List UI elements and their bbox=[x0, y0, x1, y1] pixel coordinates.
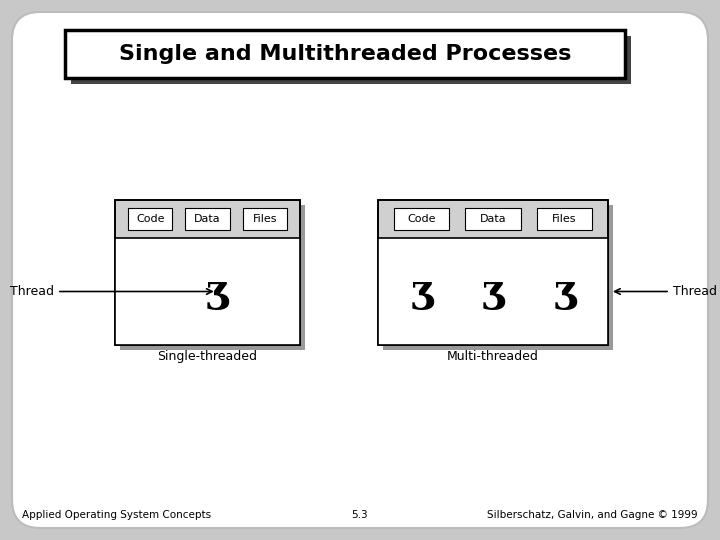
Text: Thread: Thread bbox=[10, 285, 54, 298]
Bar bbox=[465, 207, 521, 231]
Text: Code: Code bbox=[136, 214, 164, 224]
Bar bbox=[394, 207, 449, 231]
Bar bbox=[128, 207, 172, 231]
Text: Applied Operating System Concepts: Applied Operating System Concepts bbox=[22, 510, 211, 520]
Text: Thread: Thread bbox=[673, 285, 717, 298]
Text: ʒ: ʒ bbox=[206, 273, 228, 310]
Bar bbox=[383, 205, 613, 350]
Text: ʒ: ʒ bbox=[553, 273, 575, 310]
Bar bbox=[185, 207, 230, 231]
Text: Silberschatz, Galvin, and Gagne © 1999: Silberschatz, Galvin, and Gagne © 1999 bbox=[487, 510, 698, 520]
Bar bbox=[65, 30, 625, 78]
Text: Data: Data bbox=[194, 214, 221, 224]
Bar bbox=[71, 36, 631, 84]
Text: Single-threaded: Single-threaded bbox=[158, 350, 258, 363]
Text: ʒ: ʒ bbox=[410, 273, 433, 310]
Bar bbox=[378, 200, 608, 345]
FancyBboxPatch shape bbox=[12, 12, 708, 528]
Text: Data: Data bbox=[480, 214, 506, 224]
Text: Files: Files bbox=[253, 214, 277, 224]
Text: Files: Files bbox=[552, 214, 577, 224]
Bar bbox=[378, 238, 608, 345]
Bar bbox=[115, 200, 300, 345]
Bar bbox=[115, 200, 300, 345]
Bar bbox=[378, 200, 608, 345]
Bar bbox=[243, 207, 287, 231]
Text: ʒ: ʒ bbox=[482, 273, 504, 310]
Text: 5.3: 5.3 bbox=[351, 510, 369, 520]
Text: Code: Code bbox=[408, 214, 436, 224]
Bar bbox=[115, 238, 300, 345]
Bar bbox=[536, 207, 592, 231]
Text: Multi-threaded: Multi-threaded bbox=[447, 350, 539, 363]
Text: Single and Multithreaded Processes: Single and Multithreaded Processes bbox=[119, 44, 571, 64]
Bar bbox=[120, 205, 305, 350]
